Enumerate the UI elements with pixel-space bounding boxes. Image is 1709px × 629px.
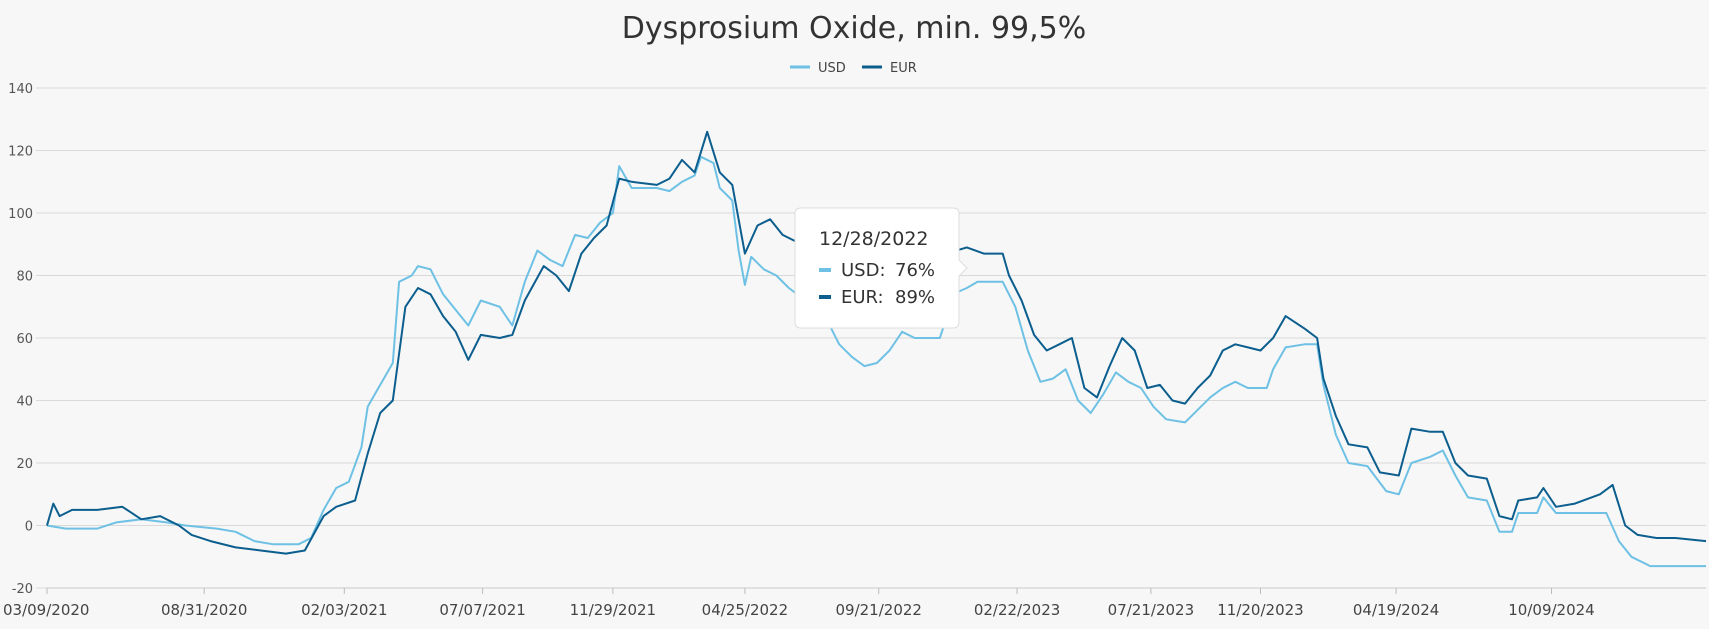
tooltip-date: 12/28/2022 (819, 228, 929, 250)
series-line-usd (46, 155, 1706, 568)
legend-label-eur: EUR (890, 61, 917, 76)
tooltip-label: USD: (841, 260, 886, 281)
y-tick-label: 100 (8, 207, 33, 222)
legend-label-usd: USD (818, 61, 846, 76)
x-tick-label: 04/19/2024 (1353, 601, 1439, 619)
x-tick-label: 09/21/2022 (836, 601, 922, 619)
y-tick-label: 120 (8, 145, 33, 160)
y-tick-label: -20 (12, 582, 33, 597)
chart-title: Dysprosium Oxide, min. 99,5% (622, 11, 1087, 46)
x-tick-label: 08/31/2020 (161, 601, 247, 619)
x-tick-label: 04/25/2022 (702, 601, 788, 619)
tooltip-value: 76% (895, 260, 935, 281)
x-tick-label: 11/20/2023 (1217, 601, 1303, 619)
y-tick-label: 0 (25, 520, 33, 535)
y-axis-ticks: -20 0 20 40 60 80 100 120 140 (8, 82, 33, 597)
x-tick-label: 07/07/2021 (439, 601, 525, 619)
tooltip: 12/28/2022 USD: 76% EUR: 89% (794, 207, 968, 329)
y-tick-label: 140 (8, 82, 33, 97)
legend: USD EUR (790, 61, 917, 76)
x-tick-label: 03/09/2020 (3, 601, 89, 619)
x-tick-label: 02/03/2021 (301, 601, 387, 619)
x-tick-label: 11/29/2021 (570, 601, 656, 619)
y-tick-label: 40 (16, 395, 33, 410)
tooltip-value: 89% (895, 287, 935, 308)
y-tick-label: 60 (16, 332, 33, 347)
x-tick-label: 10/09/2024 (1508, 601, 1594, 619)
x-tick-label: 07/21/2023 (1108, 601, 1194, 619)
tooltip-box (794, 207, 968, 329)
y-tick-label: 20 (16, 457, 33, 472)
y-tick-label: 80 (16, 270, 33, 285)
x-tick-label: 02/22/2023 (974, 601, 1060, 619)
x-axis-ticks: 03/09/2020 08/31/2020 02/03/2021 07/07/2021… (3, 588, 1595, 619)
tooltip-label: EUR: (841, 287, 884, 308)
